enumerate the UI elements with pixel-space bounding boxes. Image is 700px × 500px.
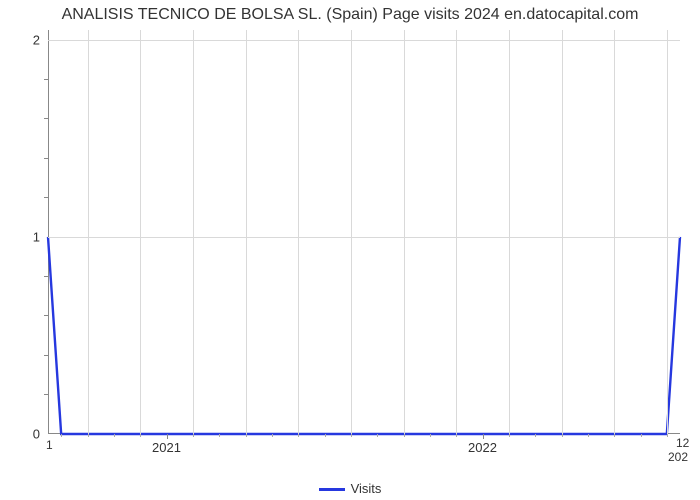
gridline-vertical [614,30,615,434]
line-layer [48,30,680,434]
x-minor-tick [614,434,615,437]
y-minor-tick [44,355,48,356]
x-tick-label: 2022 [468,434,497,455]
gridline-vertical [667,30,668,434]
x-axis-start-label: 1 [46,438,53,452]
chart-title: ANALISIS TECNICO DE BOLSA SL. (Spain) Pa… [0,6,700,24]
gridline-vertical [140,30,141,434]
x-minor-tick [377,434,378,437]
x-minor-tick [641,434,642,437]
gridline-vertical [88,30,89,434]
y-tick-label: 2 [33,32,48,47]
x-minor-tick [430,434,431,437]
y-minor-tick [44,158,48,159]
x-minor-tick [61,434,62,437]
y-minor-tick [44,276,48,277]
x-minor-tick [140,434,141,437]
legend: Visits [0,481,700,496]
gridline-vertical [404,30,405,434]
gridline-vertical [456,30,457,434]
x-minor-tick [298,434,299,437]
x-minor-tick [456,434,457,437]
x-minor-tick [509,434,510,437]
gridline-horizontal [48,40,680,41]
x-minor-tick [272,434,273,437]
gridline-vertical [562,30,563,434]
gridline-vertical [351,30,352,434]
plot-area: 01220212022 [48,30,680,434]
x-minor-tick [114,434,115,437]
gridline-vertical [193,30,194,434]
x-minor-tick [588,434,589,437]
x-minor-tick [535,434,536,437]
x-axis-end-label-bottom: 202 [668,450,688,464]
x-minor-tick [667,434,668,437]
y-minor-tick [44,197,48,198]
y-minor-tick [44,118,48,119]
x-minor-tick [88,434,89,437]
gridline-vertical [246,30,247,434]
legend-label: Visits [351,481,382,496]
y-tick-label: 1 [33,229,48,244]
gridline-horizontal [48,237,680,238]
x-minor-tick [246,434,247,437]
y-minor-tick [44,394,48,395]
series-line [48,237,680,434]
x-minor-tick [193,434,194,437]
y-minor-tick [44,315,48,316]
x-minor-tick [562,434,563,437]
x-minor-tick [404,434,405,437]
x-minor-tick [325,434,326,437]
x-minor-tick [219,434,220,437]
gridline-vertical [509,30,510,434]
gridline-vertical [298,30,299,434]
legend-swatch [319,488,345,491]
x-minor-tick [351,434,352,437]
x-tick-label: 2021 [152,434,181,455]
x-axis-end-label-top: 12 [676,436,689,450]
y-minor-tick [44,79,48,80]
